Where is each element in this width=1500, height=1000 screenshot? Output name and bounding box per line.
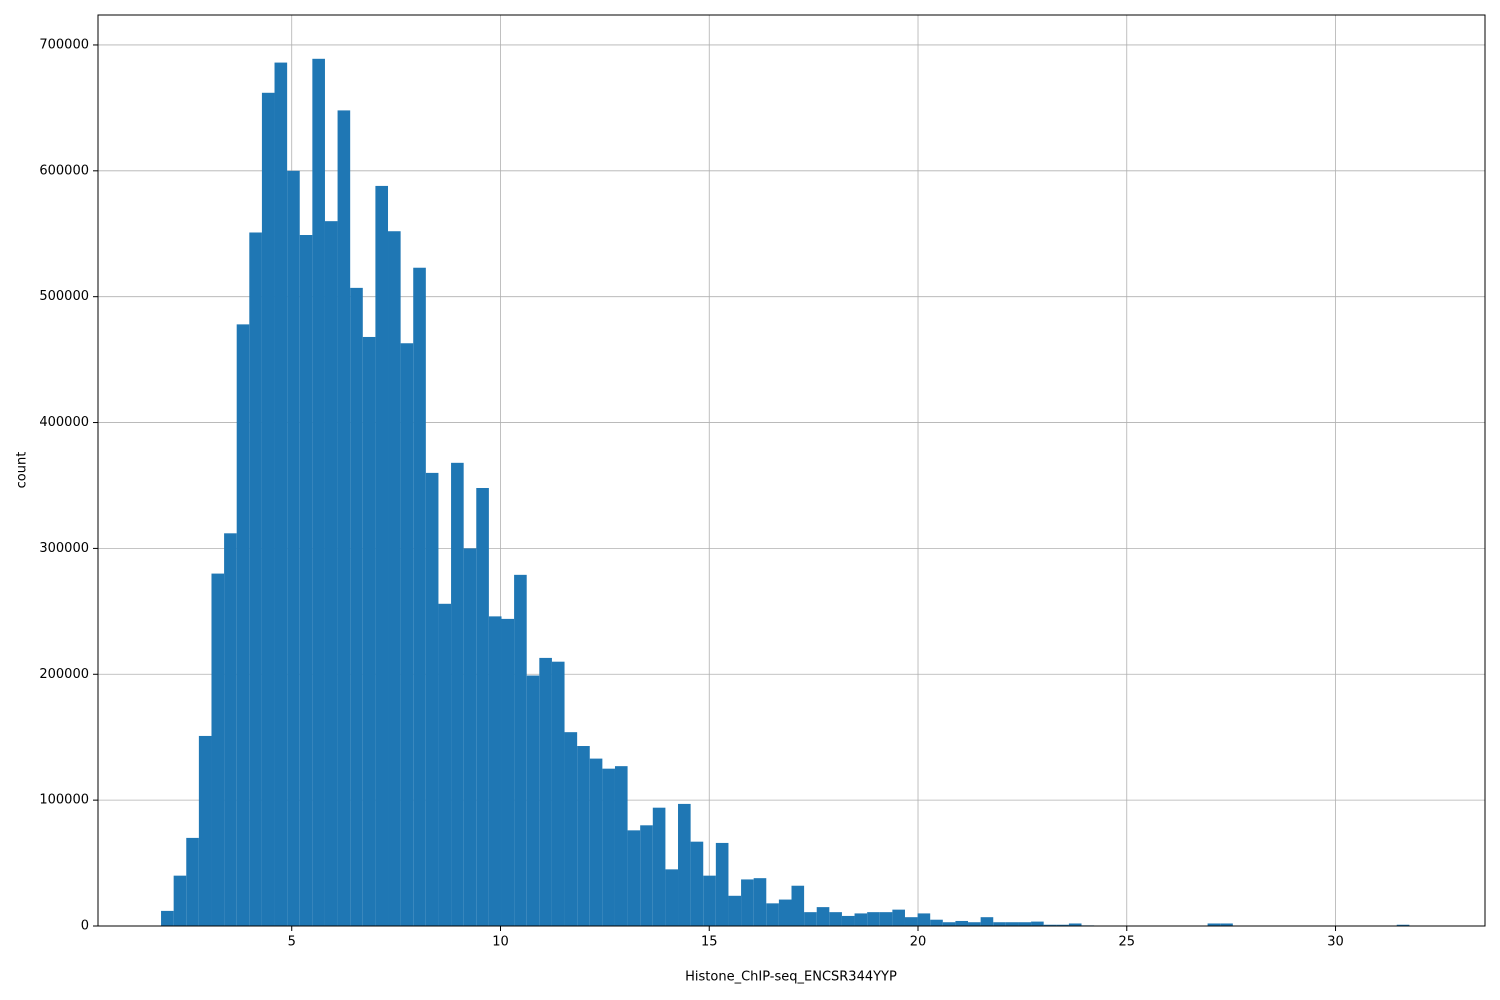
bar — [425, 472, 439, 926]
bar — [526, 675, 540, 926]
bar — [451, 462, 464, 926]
bar — [942, 922, 956, 926]
x-tick-label: 5 — [288, 935, 296, 950]
y-tick-label: 0 — [81, 919, 89, 934]
x-tick-label: 25 — [1118, 935, 1135, 950]
bar — [236, 324, 250, 927]
bar — [728, 895, 742, 926]
bar — [1068, 923, 1082, 926]
bar — [804, 912, 817, 926]
bar — [904, 917, 918, 926]
bar — [161, 910, 174, 926]
bar — [829, 912, 842, 926]
bar — [287, 170, 300, 926]
bar — [1220, 923, 1233, 926]
bar — [375, 185, 389, 927]
bar — [665, 869, 679, 926]
bar — [274, 62, 288, 926]
y-tick-label: 500000 — [39, 289, 89, 304]
y-axis-label: count — [15, 452, 30, 489]
y-tick-label: 600000 — [39, 163, 89, 178]
bar — [224, 533, 237, 926]
bar — [173, 875, 187, 926]
bar — [841, 915, 855, 926]
bar — [703, 875, 716, 926]
bar — [299, 235, 313, 926]
bar — [1043, 924, 1057, 926]
bar — [1207, 923, 1221, 926]
bar — [476, 487, 489, 926]
bar — [539, 657, 552, 926]
bar — [1396, 924, 1410, 926]
bar — [753, 878, 767, 926]
bar — [741, 879, 754, 926]
bar — [501, 618, 515, 926]
plot-frame — [97, 14, 1486, 927]
bar — [514, 574, 527, 926]
bar — [980, 917, 994, 926]
bar — [1005, 922, 1019, 926]
bar — [766, 903, 779, 926]
bar — [413, 267, 426, 927]
bar — [564, 732, 578, 926]
bar — [350, 287, 363, 926]
bar — [917, 913, 931, 926]
bar — [400, 343, 414, 926]
bar — [488, 616, 502, 926]
bar — [589, 758, 603, 926]
bar — [1031, 921, 1044, 926]
bar — [955, 920, 969, 926]
y-tick-label: 700000 — [39, 37, 89, 52]
y-tick-label: 100000 — [39, 793, 89, 808]
x-tick-label: 30 — [1327, 935, 1344, 950]
bar — [816, 907, 830, 926]
bar — [211, 573, 225, 926]
bar — [652, 807, 666, 926]
bar — [892, 909, 905, 926]
x-axis-label: Histone_ChIP-seq_ENCSR344YYP — [685, 970, 897, 985]
bar — [463, 548, 477, 926]
bar — [627, 830, 641, 926]
bar — [577, 746, 590, 926]
bar — [968, 922, 981, 926]
bar — [930, 919, 943, 926]
y-tick-label: 200000 — [39, 667, 89, 682]
bar — [867, 912, 880, 926]
bar — [198, 735, 212, 926]
bar — [362, 336, 376, 926]
y-tick-label: 400000 — [39, 415, 89, 430]
x-tick-label: 20 — [910, 935, 927, 950]
bar — [551, 661, 565, 926]
bar — [186, 837, 199, 926]
bar — [854, 913, 868, 926]
bar — [993, 922, 1006, 926]
x-tick-label: 15 — [701, 935, 718, 950]
bar — [337, 110, 351, 926]
bar — [324, 221, 338, 926]
bar — [249, 232, 262, 926]
y-tick-label: 300000 — [39, 541, 89, 556]
bar — [388, 231, 401, 926]
bar — [614, 766, 628, 926]
bar — [1018, 922, 1032, 926]
x-tick-label: 10 — [492, 935, 509, 950]
bar — [602, 768, 615, 926]
bar — [690, 841, 704, 926]
bar — [879, 912, 893, 926]
bar — [640, 825, 653, 926]
bar — [438, 603, 452, 926]
bar — [678, 803, 691, 926]
bar — [778, 899, 792, 926]
bar — [791, 885, 805, 926]
bar — [312, 58, 325, 927]
bar — [261, 92, 275, 927]
bar — [1056, 924, 1069, 926]
bar — [715, 842, 729, 926]
